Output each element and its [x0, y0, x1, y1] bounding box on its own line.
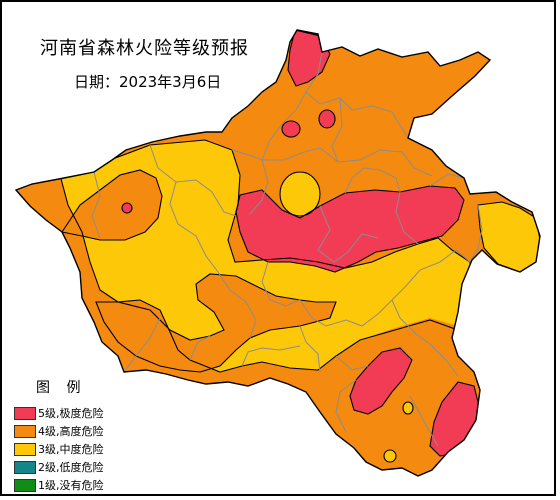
legend-item-level-3: 3级,中度危险	[14, 440, 104, 458]
zone-level-3-center	[280, 172, 320, 216]
legend-swatch-level-1	[14, 478, 36, 492]
legend-label-level-5: 5级,极度危险	[38, 407, 104, 420]
zone-level-5-central	[236, 186, 464, 272]
legend-label-level-1: 1级,没有危险	[38, 479, 104, 492]
legend-item-level-4: 4级,高度危险	[14, 422, 104, 440]
zone-level-4-west-pocket	[62, 170, 162, 240]
legend-label-level-3: 3级,中度危险	[38, 443, 104, 456]
zone-level-5-south	[350, 348, 412, 414]
legend-item-level-2: 2级,低度危险	[14, 458, 104, 476]
zone-level-3-dot-b	[384, 450, 396, 462]
legend: 图 例 5级,极度危险 4级,高度危险 3级,中度危险 2级,低度危险 1级,没…	[14, 377, 104, 494]
legend-item-level-5: 5级,极度危险	[14, 404, 104, 422]
prefecture-boundaries	[91, 51, 483, 447]
legend-swatch-level-2	[14, 460, 36, 474]
zone-level-5-dot-west	[122, 203, 132, 213]
legend-item-level-1: 1级,没有危险	[14, 476, 104, 494]
legend-swatch-level-3	[14, 442, 36, 456]
province-outline	[14, 29, 541, 477]
legend-label-level-4: 4级,高度危险	[38, 425, 104, 438]
zone-level-3-west	[60, 140, 470, 372]
zone-level-5-north	[288, 30, 330, 86]
zone-level-3-dot-a	[403, 402, 413, 414]
legend-label-level-2: 2级,低度危险	[38, 461, 104, 474]
map-title: 河南省森林火险等级预报	[40, 38, 249, 59]
zone-level-5-dot-a	[282, 121, 300, 137]
legend-title: 图 例	[36, 380, 87, 396]
zone-level-4-south-band	[96, 274, 336, 372]
forecast-date: 日期：2023年3月6日	[74, 73, 222, 91]
legend-swatch-level-5	[14, 406, 36, 420]
zone-level-5-dot-b	[319, 110, 335, 128]
zone-level-3-east	[478, 202, 540, 272]
legend-swatch-level-4	[14, 424, 36, 438]
